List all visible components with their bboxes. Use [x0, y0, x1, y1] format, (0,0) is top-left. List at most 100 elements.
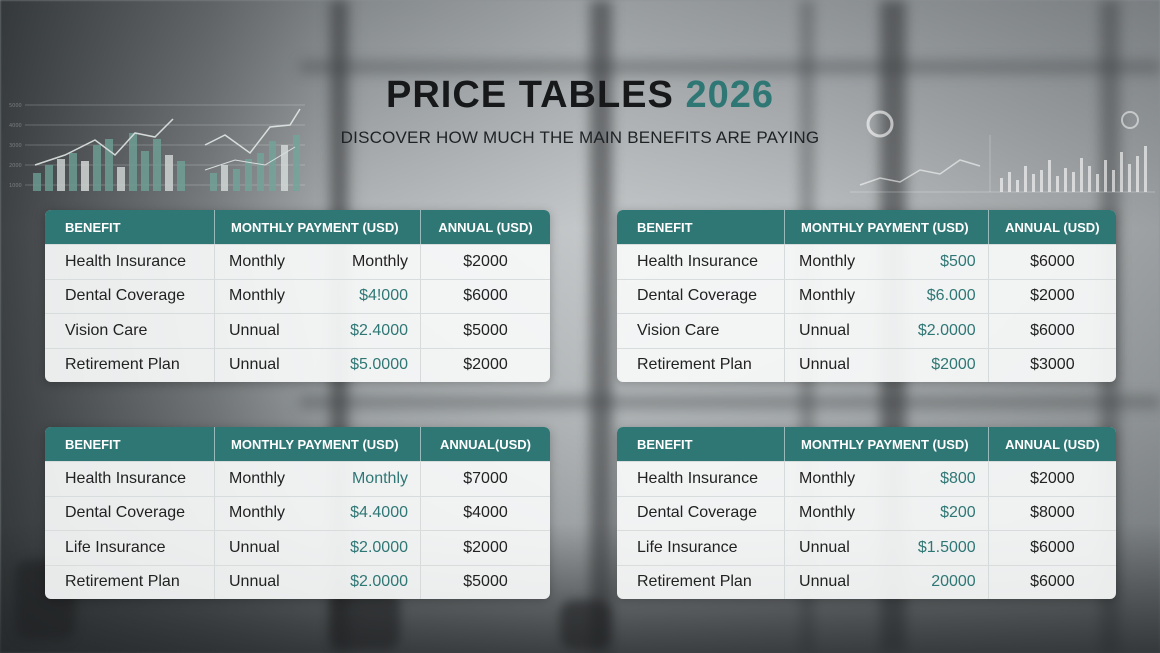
monthly-cell: Monthly $500 [785, 245, 989, 279]
monthly-cell: Unnual $2.4000 [215, 314, 421, 348]
benefit-cell: Health Insurance [45, 462, 215, 496]
svg-text:5000: 5000 [9, 103, 22, 109]
monthly-cell: Unnual $2.0000 [215, 531, 421, 565]
benefit-cell: Dental Coverage [617, 496, 786, 530]
table-row: Dental Coverage Monthly $4!000 $6000 [45, 278, 550, 313]
benefit-cell: Life Insurance [45, 531, 215, 565]
table-row: Health Insurance Monthly Monthly $2000 [45, 244, 550, 279]
header-annual: ANNUAL (USD) [1005, 219, 1100, 235]
table-row: Vision Care Unnual $2.4000 $5000 [45, 313, 550, 348]
annual-cell: $3000 [1030, 356, 1075, 374]
benefit-cell: Dental Coverage [617, 279, 786, 313]
frequency-text: Monthly [799, 504, 856, 522]
table-row: Dental Coverage Monthly $6.000 $2000 [617, 278, 1116, 313]
benefit-cell: Retirement Plan [45, 348, 215, 382]
monthly-amount: $500 [940, 252, 976, 270]
monthly-amount: $2.0000 [350, 538, 408, 556]
window-frame [590, 0, 612, 653]
monthly-amount: Monthly [351, 469, 408, 487]
price-table-1: BENEFIT MONTHLY PAYMENT (USD) ANNUAL (US… [45, 210, 550, 382]
monthly-cell: Unnual $2.0000 [215, 565, 421, 599]
price-table-2: BENEFIT MONTHLY PAYMENT (USD) ANNUAL (US… [617, 210, 1116, 382]
monthly-amount: $6.000 [926, 287, 976, 305]
header-monthly: MONTHLY PAYMENT (USD) [215, 427, 421, 461]
header-benefit: BENEFIT [617, 210, 786, 244]
monthly-cell: Unnual $2000 [785, 348, 989, 382]
window-frame [300, 60, 1160, 74]
header-benefit: BENEFIT [45, 210, 215, 244]
title-text: PRICE TABLES [386, 74, 674, 116]
monthly-cell: Monthly Monthly [215, 245, 421, 279]
table-row: Life Insurance Unnual $2.0000 $2000 [45, 530, 550, 565]
frequency-text: Monthly [229, 252, 286, 270]
header-annual: ANNUAL (USD) [1005, 436, 1100, 452]
frequency-text: Unnual [799, 538, 850, 556]
frequency-text: Monthly [799, 469, 856, 487]
page-title: PRICE TABLES 2026 [0, 74, 1160, 117]
header-benefit: BENEFIT [617, 427, 786, 461]
annual-cell: $5000 [463, 573, 508, 591]
window-frame [300, 395, 1160, 409]
header-monthly: MONTHLY PAYMENT (USD) [785, 210, 989, 244]
monthly-amount: $2000 [931, 356, 976, 374]
monthly-cell: Monthly $200 [785, 496, 989, 530]
annual-cell: $2000 [463, 252, 508, 270]
frequency-text: Unnual [799, 321, 850, 339]
benefit-cell: Health Insurance [617, 462, 786, 496]
monthly-cell: Monthly $6.000 [785, 279, 989, 313]
header-monthly: MONTHLY PAYMENT (USD) [215, 210, 421, 244]
table-row: Vision Care Unnual $2.0000 $6000 [617, 313, 1116, 348]
monthly-amount: Monthly [351, 252, 408, 270]
table-row: Health Insurance Monthly Monthly $7000 [45, 461, 550, 496]
monthly-amount: $2.4000 [350, 321, 408, 339]
price-table-3: BENEFIT MONTHLY PAYMENT (USD) ANNUAL(USD… [45, 427, 550, 599]
monthly-cell: Monthly $800 [785, 462, 989, 496]
table-row: Life Insurance Unnual $1.5000 $6000 [617, 530, 1116, 565]
frequency-text: Unnual [799, 573, 850, 591]
benefit-cell: Retirement Plan [45, 565, 215, 599]
annual-cell: $4000 [463, 504, 508, 522]
table-header: BENEFIT MONTHLY PAYMENT (USD) ANNUAL (US… [617, 210, 1116, 244]
svg-text:2000: 2000 [9, 163, 22, 169]
table-row: Retirement Plan Unnual $2000 $3000 [617, 347, 1116, 382]
frequency-text: Unnual [229, 573, 280, 591]
monthly-amount: $5.0000 [350, 356, 408, 374]
table-row: Dental Coverage Monthly $4.4000 $4000 [45, 495, 550, 530]
monthly-amount: $800 [940, 469, 976, 487]
frequency-text: Unnual [229, 321, 280, 339]
annual-cell: $6000 [463, 287, 508, 305]
monthly-amount: $2.0000 [350, 573, 408, 591]
svg-text:3000: 3000 [9, 143, 22, 149]
decorative-bar-chart: 5000 4000 3000 2000 1000 [9, 103, 305, 191]
monthly-cell: Unnual $2.0000 [785, 314, 989, 348]
table-row: Health Insurance Monthly $500 $6000 [617, 244, 1116, 279]
frequency-text: Monthly [229, 504, 286, 522]
svg-text:1000: 1000 [9, 183, 22, 189]
table-row: Health Insurance Monthly $800 $2000 [617, 461, 1116, 496]
benefit-cell: Dental Coverage [45, 279, 215, 313]
benefit-cell: Vision Care [45, 314, 215, 348]
table-row: Dental Coverage Monthly $200 $8000 [617, 495, 1116, 530]
benefit-cell: Vision Care [617, 314, 786, 348]
annual-cell: $2000 [1030, 287, 1075, 305]
benefit-cell: Health Insurance [617, 245, 786, 279]
annual-cell: $2000 [463, 356, 508, 374]
header-monthly: MONTHLY PAYMENT (USD) [785, 427, 989, 461]
benefit-cell: Dental Coverage [45, 496, 215, 530]
monthly-amount: $4.4000 [350, 504, 408, 522]
header-annual: ANNUAL (USD) [438, 219, 533, 235]
table-row: Retirement Plan Unnual $5.0000 $2000 [45, 347, 550, 382]
benefit-cell: Retirement Plan [617, 565, 786, 599]
monthly-amount: $4!000 [359, 287, 408, 305]
table-header: BENEFIT MONTHLY PAYMENT (USD) ANNUAL (US… [45, 210, 550, 244]
frequency-text: Monthly [229, 287, 286, 305]
monthly-amount: $2.0000 [917, 321, 976, 339]
frequency-text: Unnual [229, 356, 280, 374]
chair-silhouette [330, 590, 400, 650]
annual-cell: $6000 [1030, 252, 1075, 270]
page-subtitle: DISCOVER HOW MUCH THE MAIN BENEFITS ARE … [340, 128, 820, 147]
benefit-cell: Life Insurance [617, 531, 786, 565]
annual-cell: $5000 [463, 321, 508, 339]
decorative-line-chart [850, 110, 1155, 193]
frequency-text: Monthly [799, 287, 856, 305]
